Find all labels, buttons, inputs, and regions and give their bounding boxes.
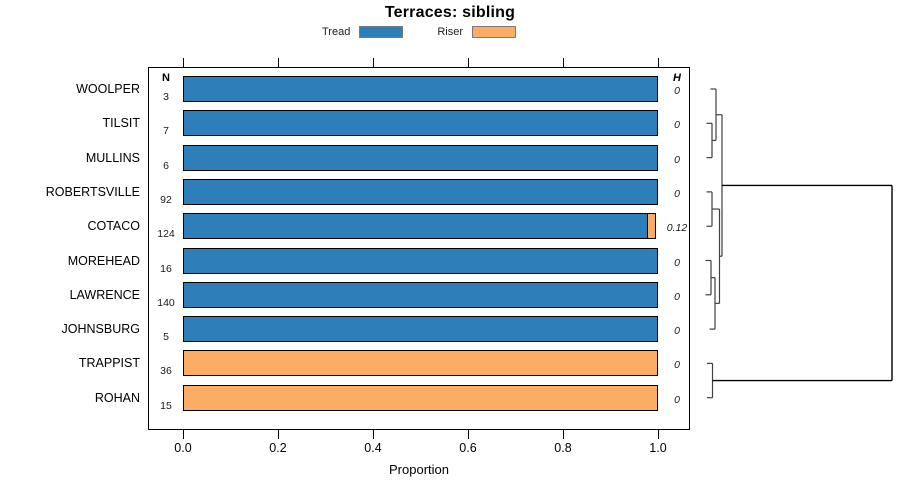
legend-swatch-riser <box>472 26 516 38</box>
legend: Tread Riser <box>148 26 690 38</box>
bar-segment-tread <box>183 76 658 102</box>
legend-item-tread: Tread <box>322 26 404 38</box>
x-axis-tick-label: 0.6 <box>459 441 477 455</box>
n-value: 124 <box>157 228 175 241</box>
x-axis-tick-top <box>562 58 564 67</box>
n-value: 92 <box>160 193 172 206</box>
x-axis-tick-label: 0.2 <box>269 441 287 455</box>
bar-row <box>183 178 658 205</box>
h-value: 0 <box>674 290 680 303</box>
bar-row <box>183 144 658 171</box>
x-axis-tick-bottom <box>277 430 279 439</box>
bar-row <box>183 213 657 240</box>
bar-row <box>183 350 658 377</box>
bar-segment-tread <box>183 213 649 240</box>
h-value: 0 <box>674 256 680 269</box>
n-value: 36 <box>160 365 172 378</box>
h-value: 0.12 <box>666 222 688 235</box>
row-label: TRAPPIST <box>78 356 140 371</box>
row-label: LAWRENCE <box>69 287 140 302</box>
bar-segment-riser <box>183 350 658 377</box>
bar-segment-tread <box>183 178 658 205</box>
x-axis-tick-bottom <box>467 430 469 439</box>
row-label: MULLINS <box>85 150 140 165</box>
bar-row <box>183 247 658 274</box>
x-axis-title: Proportion <box>389 462 449 477</box>
x-axis-tick-bottom <box>372 430 374 439</box>
legend-swatch-tread <box>359 26 404 38</box>
bar-segment-riser <box>183 384 658 411</box>
h-value: 0 <box>674 153 680 166</box>
row-label: JOHNSBURG <box>61 322 140 337</box>
n-value: 15 <box>160 399 172 412</box>
x-axis-tick-label: 1.0 <box>649 441 667 455</box>
bar-segment-riser <box>646 213 657 240</box>
x-axis-tick-bottom <box>562 430 564 439</box>
row-label: WOOLPER <box>76 82 140 96</box>
plot-area <box>148 67 690 430</box>
x-axis-tick-label: 0.0 <box>174 441 192 455</box>
x-axis-tick-label: 0.4 <box>364 441 382 455</box>
h-value: 0 <box>674 119 680 132</box>
bar-row <box>183 316 658 343</box>
x-axis-tick-label: 0.8 <box>554 441 572 455</box>
h-value: 0 <box>674 359 680 372</box>
bar-segment-tread <box>183 247 658 274</box>
h-value: 0 <box>674 85 680 97</box>
x-axis-tick-top <box>467 58 469 67</box>
legend-label-riser: Riser <box>437 26 463 38</box>
x-axis-tick-top <box>372 58 374 67</box>
row-label: ROBERTSVILLE <box>45 184 140 199</box>
n-value: 3 <box>163 91 169 103</box>
row-label: MOREHEAD <box>67 253 140 268</box>
x-axis-tick-bottom <box>182 430 184 439</box>
n-value: 140 <box>157 296 175 309</box>
row-label: COTACO <box>87 219 140 234</box>
n-value: 5 <box>163 331 169 344</box>
n-value: 6 <box>163 159 169 172</box>
h-value: 0 <box>674 393 680 406</box>
bar-segment-tread <box>183 110 658 137</box>
n-column-header: N <box>162 72 170 84</box>
bar-row <box>183 76 658 102</box>
chart-title: Terraces: sibling <box>384 4 516 21</box>
x-axis-tick-top <box>277 58 279 67</box>
bar-row <box>183 384 658 411</box>
x-axis-tick-top <box>182 58 184 67</box>
bar-row <box>183 110 658 137</box>
bar-row <box>183 281 658 308</box>
x-axis-tick-bottom <box>657 430 659 439</box>
h-value: 0 <box>674 325 680 338</box>
x-axis-tick-top <box>657 58 659 67</box>
row-label: TILSIT <box>102 116 140 131</box>
bar-segment-tread <box>183 281 658 308</box>
row-label: ROHAN <box>94 390 140 405</box>
h-column-header: H <box>673 72 681 84</box>
bar-segment-tread <box>183 144 658 171</box>
legend-item-riser: Riser <box>437 26 516 38</box>
bar-segment-tread <box>183 316 658 343</box>
h-value: 0 <box>674 187 680 200</box>
legend-label-tread: Tread <box>322 26 351 38</box>
n-value: 7 <box>163 125 169 138</box>
n-value: 16 <box>160 262 172 275</box>
